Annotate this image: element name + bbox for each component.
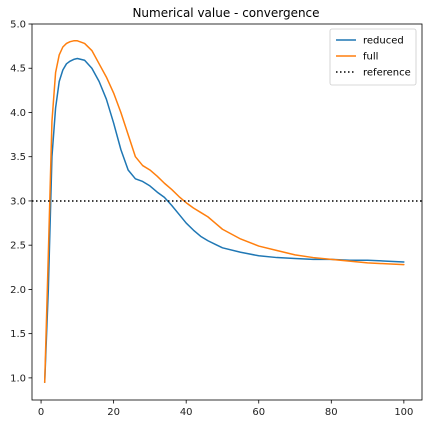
y-tick-label: 5.0 <box>10 20 26 31</box>
x-tick-label: 60 <box>252 407 265 418</box>
x-tick-label: 0 <box>38 407 44 418</box>
series-line-reduced <box>43 57 405 384</box>
y-tick-label: 3.0 <box>10 196 26 207</box>
y-tick-label: 2.0 <box>10 285 26 296</box>
axes: 0 20 40 60 80 100 1.0 1.5 2.0 2.5 3.0 3.5 4.0 4.5 5.0 <box>10 20 423 418</box>
legend-label-reference: reference <box>363 68 411 79</box>
y-tick-label: 1.5 <box>10 329 26 340</box>
x-tick-label: 80 <box>325 407 338 418</box>
x-tick-label: 100 <box>394 407 413 418</box>
x-tick-label: 40 <box>180 407 193 418</box>
legend-label-reduced: reduced <box>363 36 404 47</box>
y-tick-label: 1.0 <box>10 373 26 384</box>
legend-box <box>329 28 417 86</box>
chart-title: Numerical value - convergence <box>132 6 319 20</box>
legend-label-full: full <box>363 52 378 63</box>
y-tick-label: 4.5 <box>10 64 26 75</box>
y-tick-label: 2.5 <box>10 241 26 252</box>
series-line-full <box>43 40 405 384</box>
plot-area <box>32 40 422 384</box>
x-tick-label: 20 <box>107 407 120 418</box>
y-tick-label: 3.5 <box>10 152 26 163</box>
y-tick-label: 4.0 <box>10 108 26 119</box>
axes-frame <box>31 23 423 401</box>
legend: reduced full reference <box>329 28 417 86</box>
